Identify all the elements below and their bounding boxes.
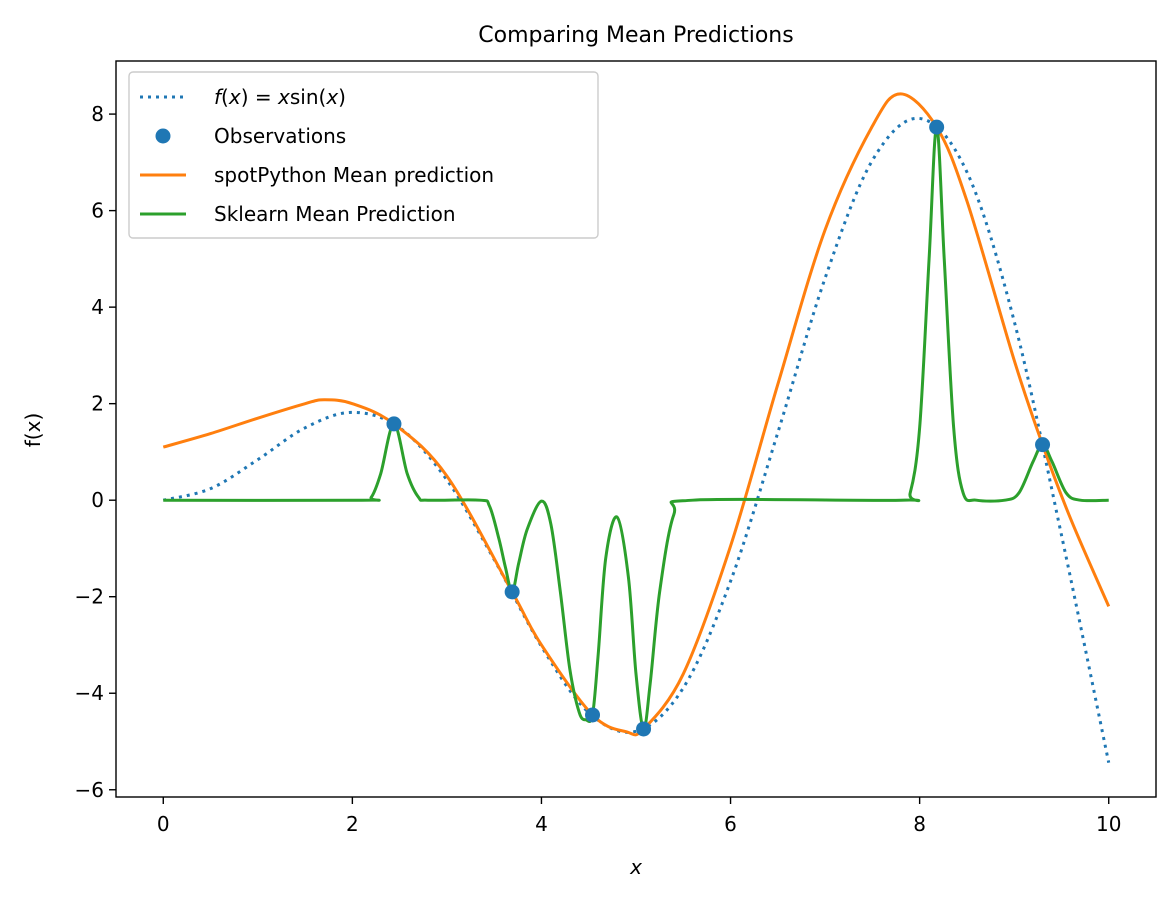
legend-handle-observations	[155, 128, 171, 144]
axes-frame	[115, 60, 1157, 798]
observation-point	[636, 721, 652, 737]
x-axis: 0 2 4 6 8 10	[157, 797, 1121, 836]
legend-label-sklearn: Sklearn Mean Prediction	[214, 202, 456, 226]
y-axis-label: f(x)	[21, 413, 45, 447]
y-axis: −6 −4 −2 0 2 4 6 8	[75, 102, 116, 802]
y-tick-label: 4	[91, 295, 104, 319]
legend-label-true-function: f(x) = xsin(x)	[214, 85, 346, 109]
x-axis-label: x	[629, 855, 642, 879]
y-tick-label: −4	[75, 681, 104, 705]
chart-title: Comparing Mean Predictions	[478, 23, 793, 48]
x-tick-label: 8	[913, 812, 926, 836]
observation-point	[386, 416, 402, 432]
plot-area	[162, 92, 1111, 764]
x-tick-label: 0	[157, 812, 170, 836]
legend-box	[128, 71, 599, 239]
series-observations	[386, 119, 1051, 737]
x-tick-label: 10	[1096, 812, 1121, 836]
x-tick-label: 6	[724, 812, 737, 836]
x-tick-label: 2	[346, 812, 359, 836]
y-tick-label: 8	[91, 102, 104, 126]
x-tick-label: 4	[535, 812, 548, 836]
series-sklearn-line	[163, 125, 1109, 731]
legend-label-observations: Observations	[214, 124, 346, 148]
y-tick-label: 0	[91, 488, 104, 512]
series-spotpython-line	[162, 92, 1111, 737]
y-tick-label: −2	[75, 585, 104, 609]
y-tick-label: −6	[75, 778, 104, 802]
observation-point	[1035, 437, 1051, 453]
legend-label-spotpython: spotPython Mean prediction	[214, 163, 494, 187]
legend-entries: f(x) = xsin(x) Observations spotPython Mea…	[140, 85, 494, 226]
y-tick-label: 2	[91, 392, 104, 416]
observation-point	[929, 119, 945, 135]
y-tick-label: 6	[91, 199, 104, 223]
observation-point	[504, 584, 520, 600]
observation-point	[585, 707, 601, 723]
legend: f(x) = xsin(x) Observations spotPython Mea…	[128, 71, 599, 239]
